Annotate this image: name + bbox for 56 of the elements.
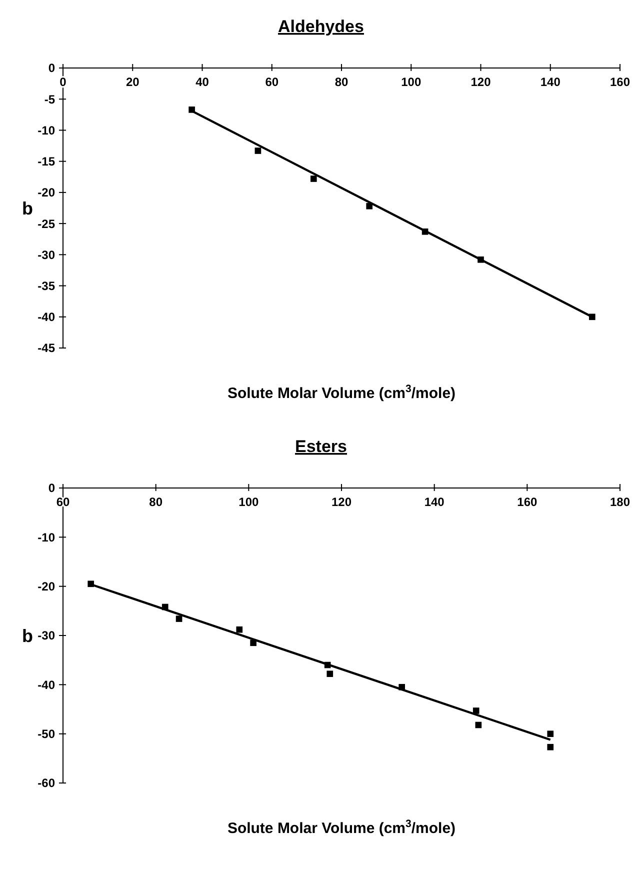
point [472,708,480,714]
y-tick-label: 0 [48,61,56,76]
x-tick-label: 60 [265,75,279,89]
point [324,662,331,668]
point [236,626,243,633]
point [310,176,317,182]
point [326,670,334,678]
x-tick-label: 120 [331,495,352,509]
y-axis-title: b [22,626,33,646]
y-tick-label: -40 [38,678,56,692]
y-tick-label: -50 [38,727,56,742]
point [478,256,484,263]
x-tick-label: 40 [196,75,210,89]
y-tick-label: -40 [38,310,56,324]
point [422,228,428,235]
y-tick-label: -5 [44,92,56,106]
y-tick-label: -60 [38,776,56,790]
y-tick-label: -10 [38,530,56,544]
point [254,148,262,154]
y-tick-label: -25 [38,216,56,231]
y-tick-label: -15 [38,154,56,169]
point [366,202,373,210]
x-tick-label: 100 [238,495,259,509]
y-tick-label: -20 [38,580,56,594]
y-tick-label: -10 [38,123,56,138]
point [547,730,554,737]
point [176,616,182,622]
x-tick-label: 100 [401,75,422,89]
point [88,580,94,588]
y-axis-title: b [22,198,33,218]
y-tick-label: -30 [38,248,56,262]
x-tick-label: 140 [540,75,561,89]
x-tick-label: 160 [517,495,538,509]
x-tick-label: 140 [424,495,445,509]
chart-title: Esters [295,437,347,456]
point [162,604,168,610]
x-tick-label: 120 [470,75,492,89]
point [588,314,596,320]
y-tick-label: -30 [38,628,56,643]
x-tick-label: 20 [126,75,140,89]
y-tick-label: -20 [38,186,56,200]
x-tick-label: 180 [610,495,630,509]
y-tick-label: -45 [38,341,56,356]
point [398,684,406,690]
point [475,722,482,728]
x-axis-title: Solute Molar Volume (cm$^{3}$/mole) [227,818,456,837]
x-tick-label: 80 [149,495,163,509]
x-tick-label: 80 [334,75,348,89]
point [188,106,195,113]
y-tick-label: -35 [38,278,56,293]
x-axis-title: Solute Molar Volume (cm$^{3}$/mole) [227,383,456,402]
point [250,640,256,646]
chart-title: Aldehydes [278,17,364,36]
y-tick-label: 0 [48,481,56,496]
point [547,744,554,750]
x-tick-label: 160 [610,75,630,89]
